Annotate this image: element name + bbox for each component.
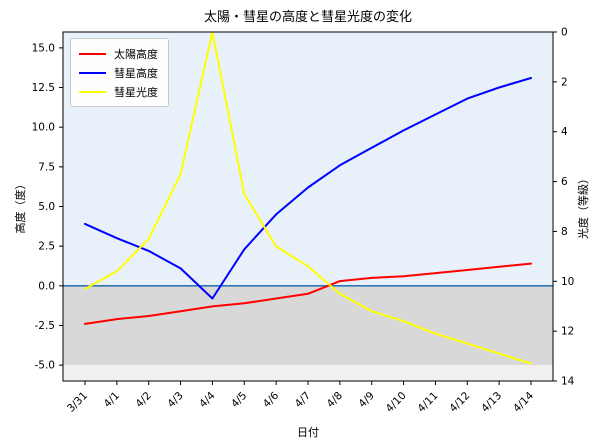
x-tick-label: 4/2	[133, 390, 153, 410]
right-tick-label: 2	[561, 76, 568, 88]
x-tick-label: 4/5	[229, 390, 249, 410]
legend-item: 太陽高度	[79, 44, 158, 63]
legend-line-swatch	[79, 71, 106, 74]
x-tick-label: 4/7	[293, 390, 313, 410]
left-tick-label: 5.0	[38, 201, 55, 213]
legend-item: 彗星高度	[79, 63, 158, 82]
right-tick-label: 12	[561, 326, 574, 338]
series-line-彗星光度	[84, 31, 532, 365]
x-tick-label: 4/6	[261, 389, 282, 410]
legend-line-swatch	[79, 90, 106, 93]
left-tick-label: -5.0	[35, 360, 56, 372]
legend: 太陽高度彗星高度彗星光度	[70, 38, 169, 107]
x-tick-label: 4/8	[325, 390, 345, 410]
x-tick-label: 4/9	[356, 390, 376, 410]
background-span	[63, 285, 553, 366]
left-tick-label: -2.5	[35, 320, 56, 332]
x-tick-label: 4/13	[479, 390, 504, 415]
right-tick-label: 6	[561, 176, 568, 188]
legend-line-swatch	[79, 52, 106, 55]
legend-label: 彗星光度	[114, 85, 158, 99]
right-tick-label: 0	[561, 27, 568, 39]
background-span	[63, 365, 553, 381]
series-line-彗星高度	[84, 77, 532, 300]
right-tick-label: 14	[561, 376, 575, 388]
legend-label: 彗星高度	[114, 66, 158, 80]
legend-item: 彗星光度	[79, 82, 158, 101]
left-y-axis-label: 高度（度）	[14, 178, 27, 234]
left-tick-label: 12.5	[32, 82, 55, 94]
right-tick-label: 10	[561, 276, 574, 288]
x-tick-label: 4/11	[415, 390, 440, 415]
x-axis-label: 日付	[297, 426, 319, 439]
left-tick-label: 0.0	[38, 280, 55, 292]
left-tick-label: 10.0	[32, 122, 55, 134]
left-tick-label: 2.5	[38, 241, 55, 253]
x-tick-label: 4/10	[384, 390, 409, 415]
right-tick-label: 8	[561, 226, 568, 238]
left-tick-label: 15.0	[32, 42, 55, 54]
left-tick-label: 7.5	[38, 161, 55, 173]
x-tick-label: 4/4	[197, 389, 218, 410]
x-tick-label: 4/3	[165, 390, 185, 410]
x-tick-label: 4/14	[511, 389, 536, 414]
right-tick-label: 4	[561, 126, 568, 138]
chart-title: 太陽・彗星の高度と彗星光度の変化	[203, 10, 412, 25]
legend-label: 太陽高度	[114, 47, 158, 61]
series-line-太陽高度	[84, 262, 532, 325]
x-tick-label: 4/12	[447, 390, 472, 415]
x-tick-label: 3/31	[65, 390, 90, 415]
right-y-axis-label: 光度（等級）	[577, 173, 590, 239]
x-tick-label: 4/1	[102, 390, 122, 410]
